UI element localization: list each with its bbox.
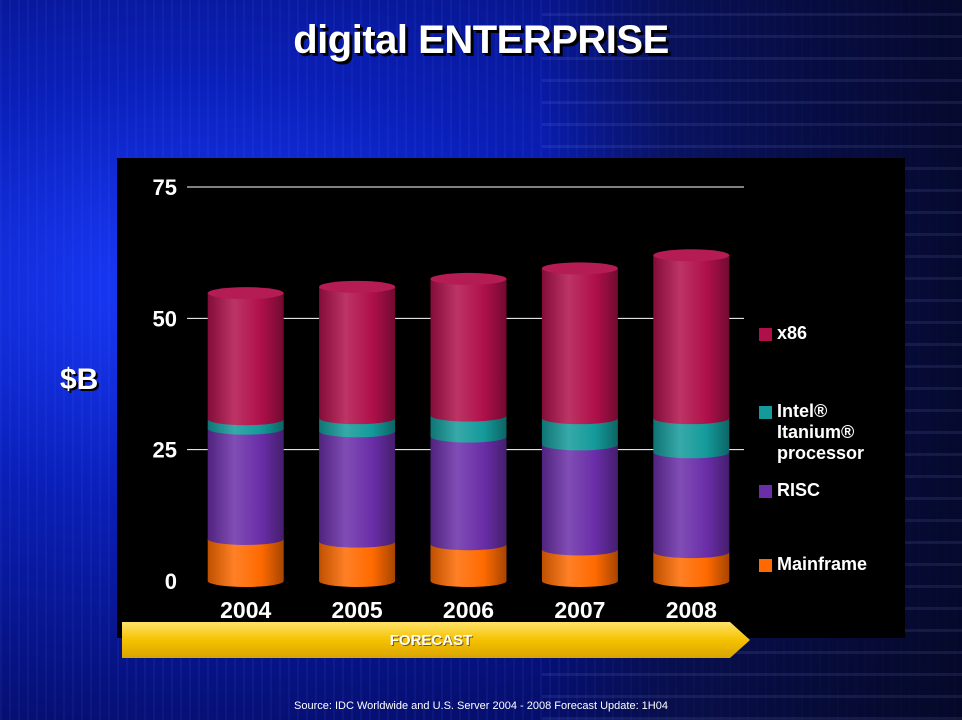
- bar-segment-base: [541, 438, 618, 451]
- source-note: Source: IDC Worldwide and U.S. Server 20…: [294, 700, 668, 712]
- bar-segment: [653, 452, 730, 553]
- y-tick-label: 0: [165, 569, 177, 594]
- bar-segment-base: [319, 535, 396, 548]
- bar-segment: [541, 444, 618, 550]
- bar-top-cap: [653, 249, 730, 262]
- bar-segment: [430, 278, 507, 416]
- bar-segment: [430, 436, 507, 545]
- bar-segment: [207, 293, 284, 420]
- stacked-bar-chart: 0 25 50 75 2004 2005 2006 2007 2008: [153, 175, 744, 623]
- chart-panel: 0 25 50 75 2004 2005 2006 2007 2008 x86 Intel® It…: [117, 158, 905, 638]
- bar-segment-base: [319, 412, 396, 425]
- bar-segment-base: [653, 546, 730, 559]
- bar-segment: [541, 268, 618, 419]
- bar-segment-base: [430, 409, 507, 422]
- bar-segment-base: [207, 575, 284, 587]
- legend-swatch: [759, 559, 772, 572]
- bar-segment-base: [541, 412, 618, 425]
- bar-segment-base: [541, 543, 618, 556]
- x-tick-label: 2007: [554, 597, 605, 623]
- bar-segment-base: [207, 532, 284, 545]
- bar-segment: [430, 415, 507, 437]
- y-tick-label: 75: [153, 175, 177, 200]
- y-tick-label: 25: [153, 438, 177, 463]
- bar-segment-base: [653, 446, 730, 459]
- legend-swatch: [759, 406, 772, 419]
- bar-segment: [207, 428, 284, 539]
- legend-swatch: [759, 485, 772, 498]
- x-tick-label: 2006: [443, 597, 494, 623]
- bar-segment-base: [653, 412, 730, 425]
- forecast-label: FORECAST: [389, 632, 473, 649]
- legend-label: RISC: [777, 480, 821, 500]
- bar-segment: [319, 431, 396, 542]
- bar-segment-base: [430, 575, 507, 587]
- bar-segment: [207, 538, 284, 581]
- forecast-arrow: FORECAST: [122, 622, 750, 658]
- bar-segment: [653, 255, 730, 419]
- legend-swatch: [759, 328, 772, 341]
- y-tick-label: 50: [153, 306, 177, 331]
- bar-segment-base: [207, 413, 284, 426]
- bar-segment-base: [653, 575, 730, 587]
- bar-segment-base: [430, 430, 507, 443]
- bar-segment-base: [541, 575, 618, 587]
- bar-segment: [430, 544, 507, 581]
- legend-item: Intel® Itanium® processor: [759, 401, 897, 464]
- bar-segment: [319, 541, 396, 581]
- x-tick-label: 2005: [332, 597, 383, 623]
- slide-title: digital ENTERPRISE: [293, 18, 669, 62]
- legend-label: x86: [777, 323, 808, 343]
- bar-top-cap: [430, 272, 507, 285]
- legend-item: Mainframe: [759, 554, 897, 575]
- y-axis-label: $B: [60, 363, 99, 396]
- bar-segment-base: [319, 575, 396, 587]
- legend-label: Mainframe: [777, 554, 868, 574]
- bar-segment-base: [430, 538, 507, 551]
- bar-segment-base: [319, 425, 396, 438]
- bar-top-cap: [207, 287, 284, 300]
- x-tick-label: 2008: [666, 597, 717, 623]
- bar-top-cap: [319, 280, 396, 293]
- legend-label: Intel® Itanium® processor: [777, 401, 865, 463]
- legend-item: RISC: [759, 480, 897, 501]
- x-tick-label: 2004: [220, 597, 271, 623]
- bar-top-cap: [541, 262, 618, 275]
- bar-segment-base: [207, 422, 284, 435]
- bar-segment: [319, 286, 396, 419]
- legend-item: x86: [759, 323, 897, 344]
